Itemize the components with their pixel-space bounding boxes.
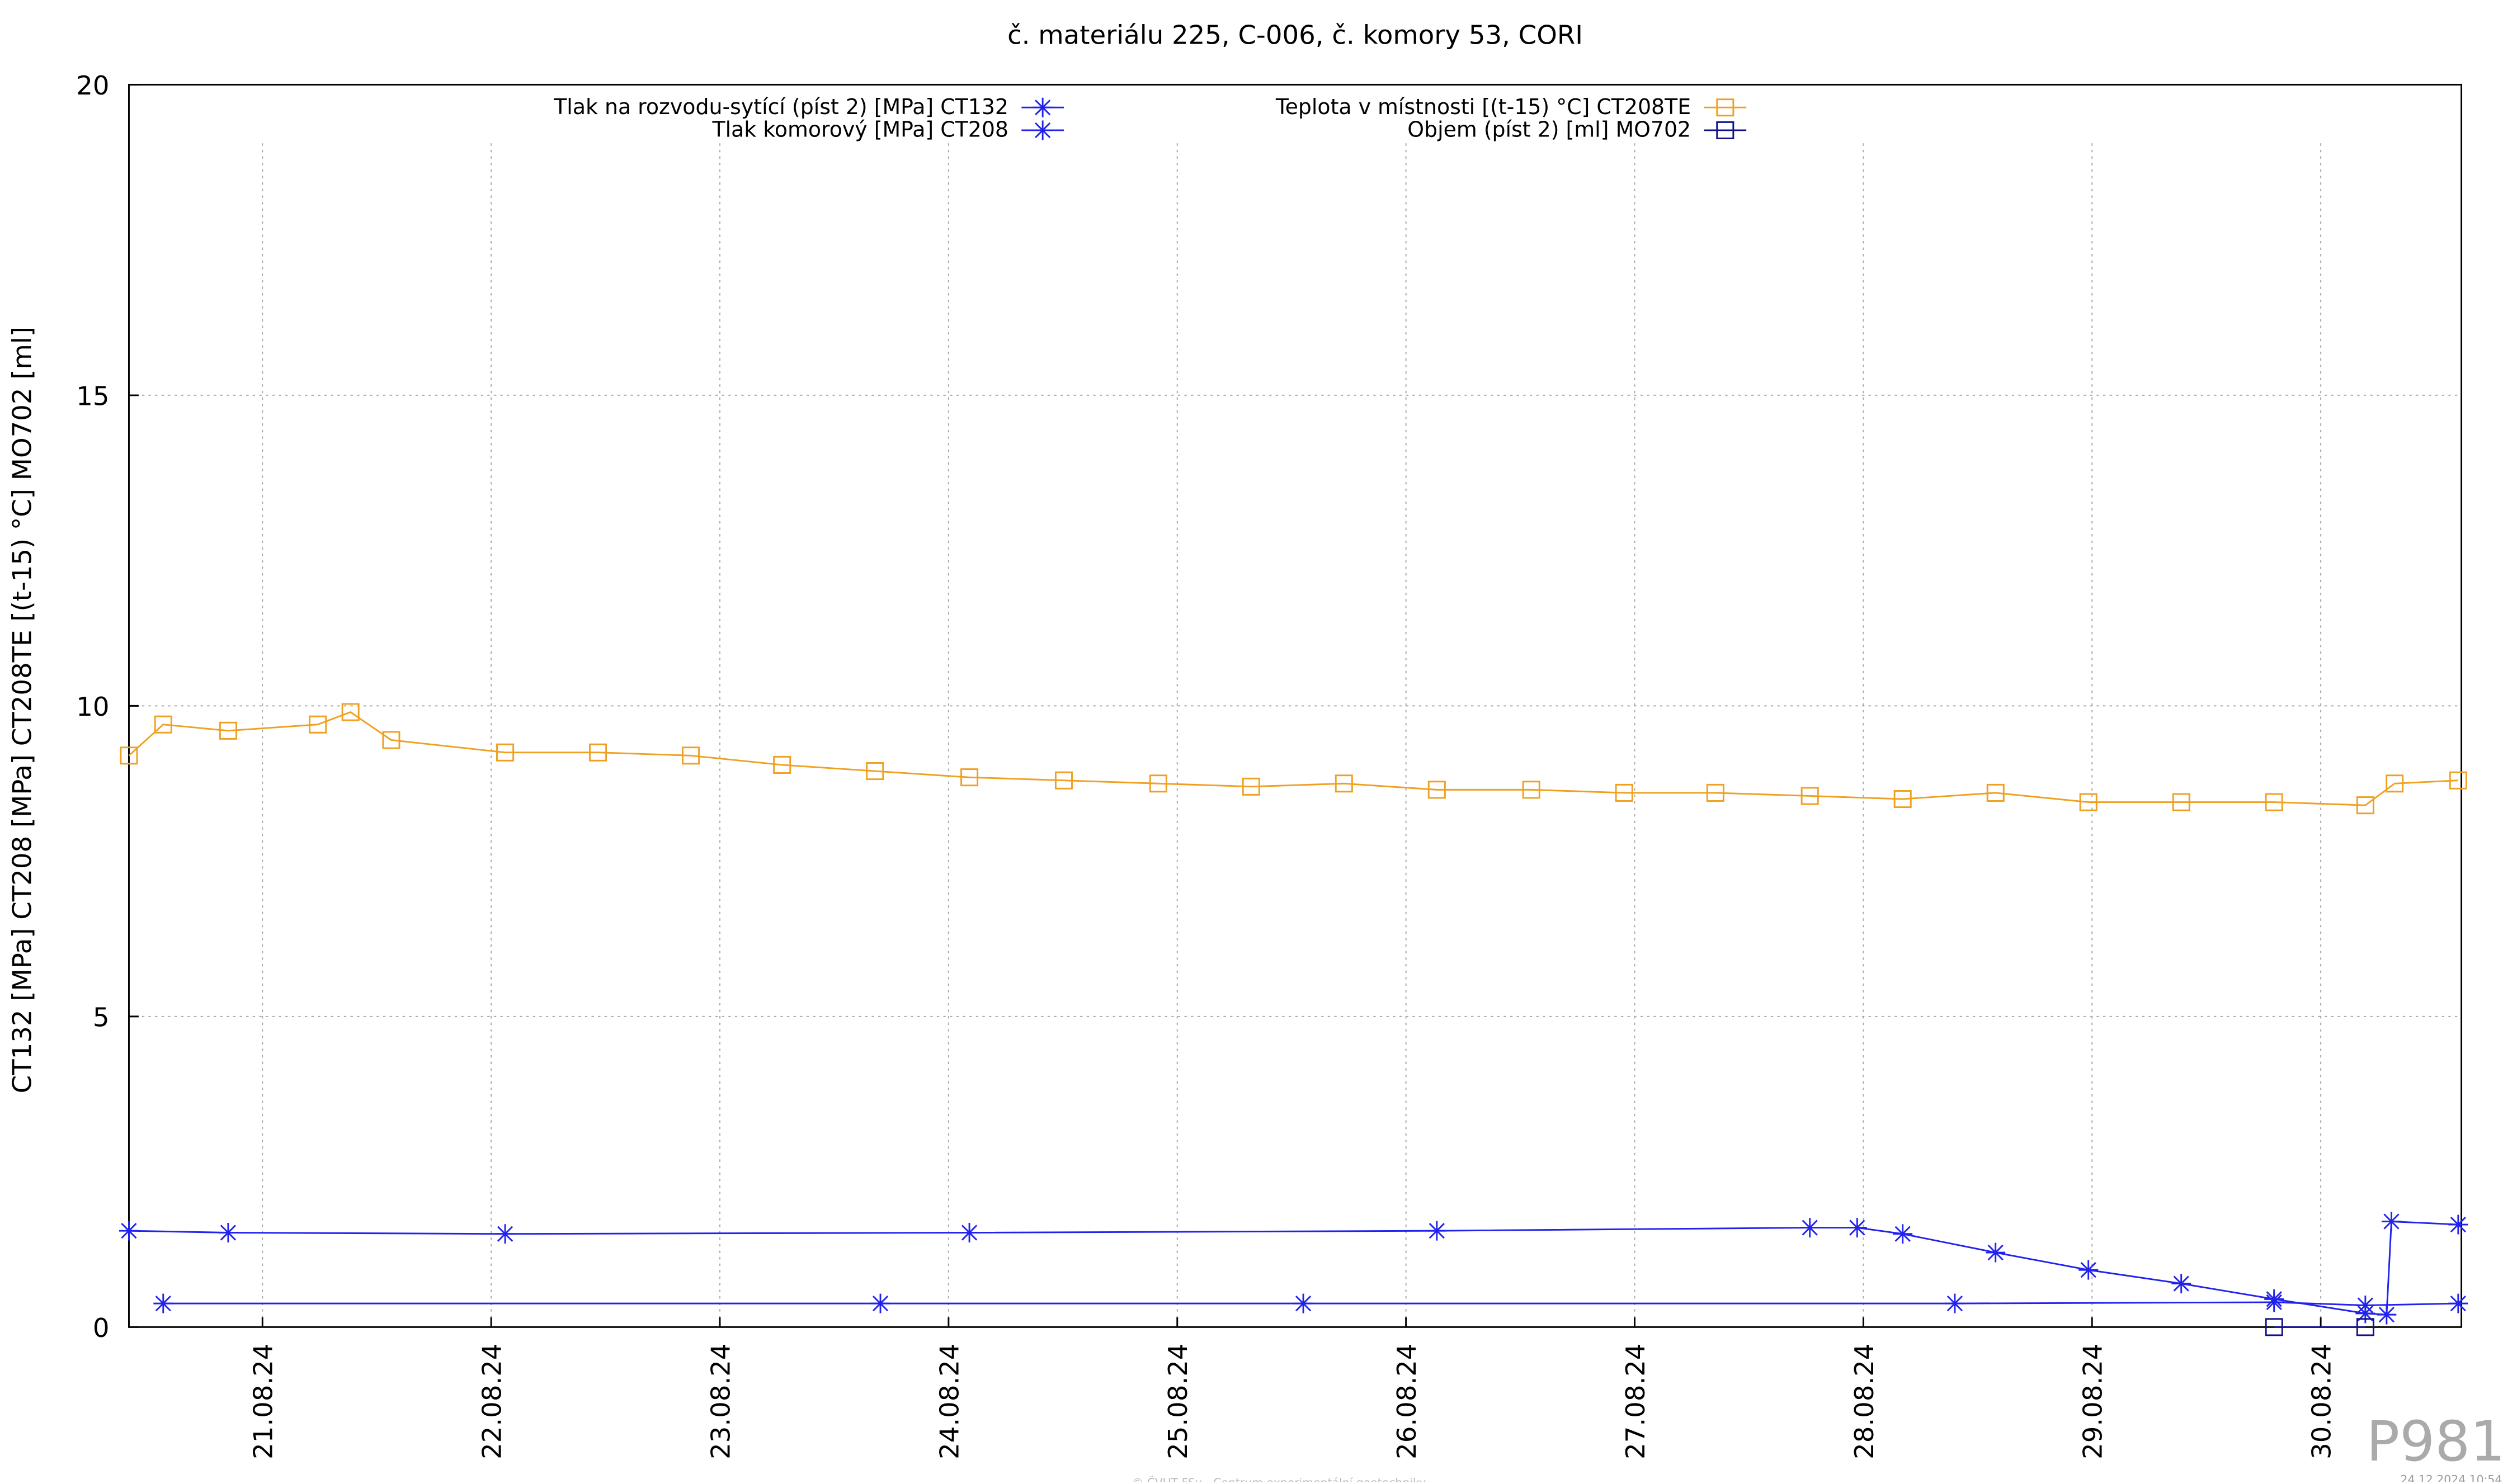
data-point: [120, 746, 138, 765]
legend-label: Tlak na rozvodu-sytící (píst 2) [MPa] CT…: [553, 94, 1008, 119]
data-point: [2172, 793, 2190, 811]
data-point: [589, 743, 607, 762]
watermark: P981: [2367, 1410, 2506, 1474]
legend-marker: [1716, 121, 1734, 139]
x-tick-label: 23.08.24: [705, 1343, 736, 1459]
data-point: [2448, 1293, 2468, 1313]
data-point: [2265, 793, 2283, 811]
x-tick-label: 21.08.24: [248, 1343, 279, 1459]
data-point: [1893, 790, 1912, 809]
data-point: [682, 746, 700, 765]
data-point: [2382, 1212, 2401, 1231]
data-point: [1615, 783, 1633, 802]
data-point: [2078, 1260, 2099, 1280]
data-point: [119, 1221, 139, 1241]
x-tick-label: 28.08.24: [1849, 1343, 1879, 1459]
footer: © ČVUT FSv - Centrum experimentální geot…: [1132, 1476, 1426, 1482]
data-point: [1800, 787, 1819, 805]
x-tick-label: 25.08.24: [1163, 1343, 1193, 1459]
data-point: [2264, 1292, 2284, 1312]
data-point: [2356, 1318, 2374, 1336]
data-point: [959, 1223, 979, 1242]
data-point: [2265, 1318, 2283, 1336]
data-point: [1054, 771, 1073, 790]
data-point: [1706, 783, 1724, 802]
legend-marker: [1033, 120, 1053, 140]
data-point: [1893, 1224, 1913, 1244]
y-tick-label: 20: [76, 70, 109, 101]
data-point: [1986, 783, 2005, 802]
legend-label: Teplota v místnosti [(t-15) °C] CT208TE: [1275, 94, 1691, 119]
data-point: [218, 1223, 238, 1242]
data-point: [2377, 1305, 2397, 1325]
data-point: [2449, 771, 2467, 790]
data-point: [2356, 796, 2374, 815]
data-point: [1427, 1221, 1447, 1241]
series-line: [128, 711, 2458, 806]
data-point: [154, 715, 172, 734]
x-tick-label: 27.08.24: [1620, 1343, 1651, 1459]
legend-label: Objem (píst 2) [ml] MO702: [1407, 117, 1691, 142]
data-point: [2448, 1214, 2468, 1235]
legend-marker: [1033, 97, 1053, 117]
x-tick-label: 29.08.24: [2078, 1343, 2108, 1459]
data-point: [960, 768, 979, 787]
plot-frame: [128, 83, 2463, 1328]
timestamp: 24.12.2024 10:54: [2401, 1473, 2502, 1482]
y-tick-label: 15: [76, 381, 109, 411]
data-point: [1427, 781, 1446, 799]
data-point: [866, 762, 884, 781]
data-point: [773, 755, 791, 774]
data-point: [2171, 1274, 2191, 1294]
data-point: [219, 721, 237, 740]
data-point: [1800, 1218, 1820, 1238]
legend-marker: [1716, 98, 1734, 117]
y-tick-label: 5: [93, 1002, 110, 1032]
data-point: [382, 731, 400, 749]
data-point: [1986, 1242, 2006, 1263]
data-point: [309, 715, 327, 734]
data-point: [1293, 1293, 1313, 1313]
data-point: [2079, 793, 2098, 811]
data-point: [2355, 1295, 2375, 1315]
data-point: [495, 1224, 515, 1244]
legend-label: Tlak komorový [MPa] CT208: [711, 117, 1008, 142]
y-tick-label: 0: [93, 1313, 110, 1343]
series-line: [129, 1220, 2458, 1316]
data-point: [1522, 781, 1540, 799]
data-point: [2386, 774, 2404, 793]
data-point: [153, 1293, 173, 1313]
data-point: [1847, 1218, 1867, 1238]
data-point: [496, 743, 515, 762]
data-point: [1945, 1293, 1965, 1313]
data-point: [1149, 774, 1167, 793]
data-point: [1335, 774, 1353, 793]
data-point: [341, 703, 360, 721]
x-tick-label: 26.08.24: [1392, 1343, 1422, 1459]
chart-title: č. materiálu 225, C-006, č. komory 53, C…: [1007, 20, 1583, 50]
y-tick-label: 10: [76, 692, 109, 722]
data-point: [870, 1293, 890, 1313]
y-axis-label: CT132 [MPa] CT208 [MPa] CT208TE [(t-15) …: [7, 327, 37, 1093]
x-tick-label: 22.08.24: [477, 1343, 507, 1459]
data-point: [1242, 777, 1260, 796]
x-tick-label: 30.08.24: [2307, 1343, 2337, 1459]
x-tick-label: 24.08.24: [934, 1343, 964, 1459]
